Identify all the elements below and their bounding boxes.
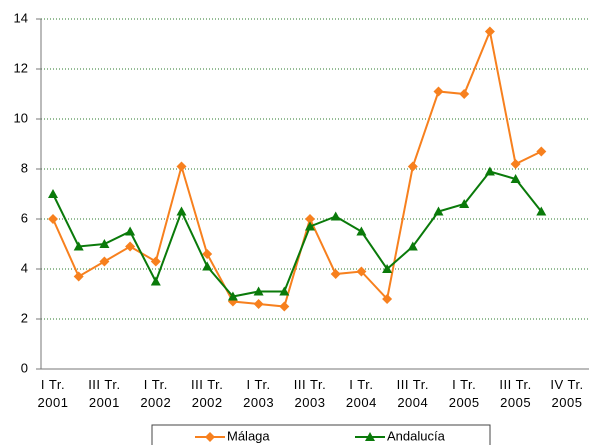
data-point — [484, 166, 495, 176]
x-tick-label: I Tr. 2004 — [345, 377, 377, 410]
legend-box — [151, 424, 491, 445]
data-point — [407, 241, 418, 251]
data-point — [253, 299, 264, 309]
data-point — [407, 161, 418, 172]
marker — [205, 432, 215, 442]
data-point — [176, 161, 187, 172]
data-point — [510, 174, 521, 183]
data-point — [279, 286, 290, 296]
data-point — [330, 211, 341, 221]
x-tick-label: I Tr. 2005 — [448, 377, 480, 410]
data-point — [150, 276, 161, 286]
x-tick-label: III Tr. 2003 — [293, 377, 327, 410]
data-point — [330, 269, 341, 279]
series-line — [52, 170, 543, 298]
data-point — [536, 206, 547, 216]
data-point — [99, 256, 110, 267]
series-line — [52, 28, 542, 308]
y-tick-label: 2 — [21, 310, 28, 325]
data-point — [99, 239, 110, 248]
data-point — [305, 221, 315, 231]
legend-label: Málaga — [227, 428, 270, 443]
data-point — [433, 206, 444, 216]
data-point — [356, 266, 367, 277]
data-point — [382, 294, 393, 304]
data-point — [48, 189, 58, 198]
data-point — [484, 26, 495, 37]
y-tick-label: 10 — [14, 110, 28, 125]
data-point — [279, 301, 290, 312]
data-point — [125, 226, 136, 236]
data-point — [176, 206, 187, 216]
data-point — [202, 261, 213, 271]
data-point — [73, 271, 84, 282]
data-point — [305, 214, 315, 224]
data-point — [227, 291, 238, 301]
data-point — [433, 86, 444, 97]
y-tick-label: 6 — [21, 210, 28, 225]
x-tick-label: III Tr. 2002 — [190, 377, 224, 410]
y-tick-label: 14 — [14, 10, 28, 25]
y-tick-label: 0 — [21, 360, 28, 375]
data-point — [536, 146, 547, 157]
data-point — [202, 249, 213, 259]
legend-label: Andalucía — [387, 428, 446, 443]
x-tick-label: III Tr. 2001 — [88, 377, 121, 410]
data-point — [73, 241, 84, 251]
x-tick-label: I Tr. 2003 — [243, 377, 275, 410]
data-point — [125, 241, 136, 252]
x-tick-label: III Tr. 2004 — [396, 377, 429, 410]
y-tick-label: 12 — [14, 60, 28, 75]
x-tick-label: I Tr. 2001 — [37, 377, 69, 410]
data-point — [459, 199, 470, 208]
x-tick-label: I Tr. 2002 — [140, 377, 172, 410]
marker — [365, 432, 375, 441]
y-tick-label: 4 — [21, 260, 28, 275]
x-tick-label: III Tr. 2005 — [499, 377, 532, 410]
data-point — [356, 226, 367, 236]
data-point — [382, 264, 393, 273]
data-point — [150, 256, 161, 267]
data-point — [510, 159, 521, 169]
y-tick-label: 8 — [21, 160, 28, 175]
data-point — [253, 286, 264, 296]
data-point — [459, 89, 470, 99]
x-tick-label: IV Tr. 2005 — [550, 377, 584, 410]
data-point — [48, 214, 58, 224]
